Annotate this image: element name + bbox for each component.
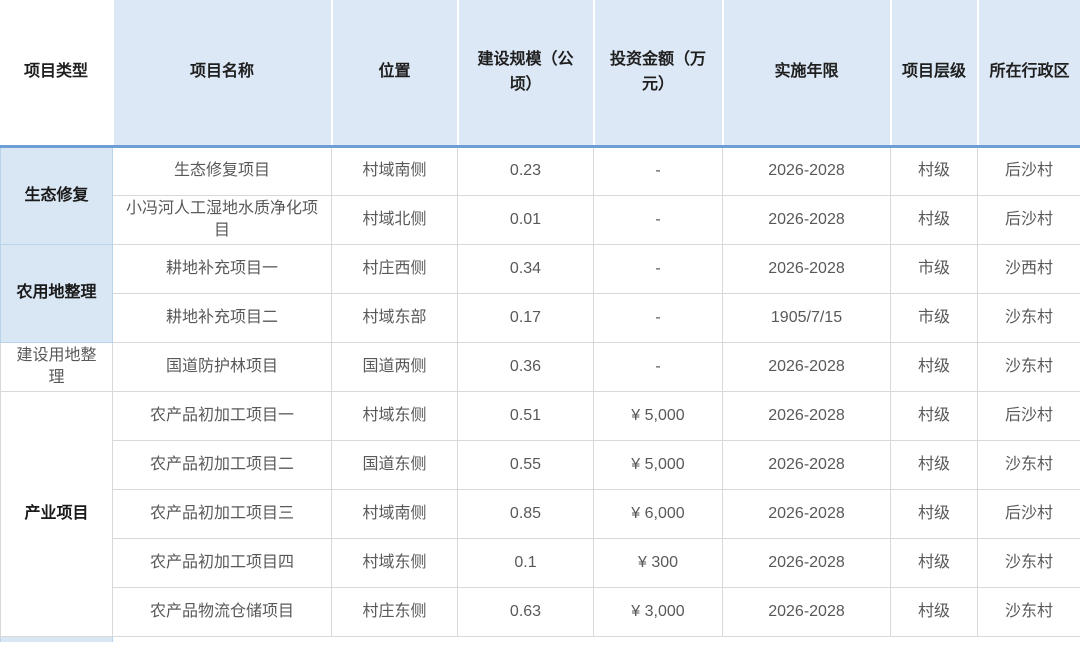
cell-level: 村级 xyxy=(890,341,978,392)
cell-project-name: 农产品物流仓储项目 xyxy=(112,586,332,637)
col-header-district: 所在行政区 xyxy=(977,0,1080,148)
cell-scale: 0.85 xyxy=(457,488,594,539)
cell-years: 2026-2028 xyxy=(722,194,891,245)
group-cell-construction-land-consolidation: 建设用地整理 xyxy=(0,341,113,392)
cell-investment: ¥ 5,000 xyxy=(593,390,723,441)
cell-scale: 0.36 xyxy=(457,341,594,392)
col-header-years: 实施年限 xyxy=(722,0,892,148)
table-row: 小冯河人工湿地水质净化项目 村域北侧 0.01 - 2026-2028 村级 后… xyxy=(1,194,1080,245)
cell-investment: - xyxy=(593,194,723,245)
cell-project-name: 国道防护林项目 xyxy=(112,341,332,392)
cell-district: 后沙村 xyxy=(977,194,1080,245)
cell-location: 村庄西侧 xyxy=(331,243,458,294)
cell-district: 沙东村 xyxy=(977,341,1080,392)
cell-district: 沙东村 xyxy=(977,292,1080,343)
cell-project-name: 农产品初加工项目三 xyxy=(112,488,332,539)
cell-scale: 0.1 xyxy=(457,537,594,588)
cell-years: 2026-2028 xyxy=(722,341,891,392)
cell-scale: 0.17 xyxy=(457,292,594,343)
cell-level: 村级 xyxy=(890,145,978,196)
group-cell-ecological-restoration: 生态修复 xyxy=(0,145,113,245)
cell-location: 村域北侧 xyxy=(331,194,458,245)
cell-location: 村域东侧 xyxy=(331,537,458,588)
cell-scale: 0.55 xyxy=(457,439,594,490)
cell-investment: ¥ 5,000 xyxy=(593,439,723,490)
col-header-scale: 建设规模（公顷） xyxy=(457,0,595,148)
table-row: 生态修复 生态修复项目 村域南侧 0.23 - 2026-2028 村级 后沙村 xyxy=(0,145,1080,245)
cell-project-name: 农产品初加工项目一 xyxy=(112,390,332,441)
cell-level: 村级 xyxy=(890,488,978,539)
table-row: 农产品物流仓储项目 村庄东侧 0.63 ¥ 3,000 2026-2028 村级… xyxy=(1,586,1080,637)
cell-years: 2026-2028 xyxy=(722,439,891,490)
cell-years: 2026-2028 xyxy=(722,537,891,588)
cell-years: 2026-2028 xyxy=(722,145,891,196)
cell-project-name: 农产品初加工项目二 xyxy=(112,439,332,490)
table-row: 产业项目 农产品初加工项目一 村域东侧 0.51 ¥ 5,000 2026-20… xyxy=(0,390,1080,637)
cell-location: 国道两侧 xyxy=(331,341,458,392)
cell-district: 后沙村 xyxy=(977,145,1080,196)
cell-scale: 0.23 xyxy=(457,145,594,196)
cell-district: 沙西村 xyxy=(977,243,1080,294)
cell-project-name: 耕地补充项目一 xyxy=(112,243,332,294)
cell-years: 2026-2028 xyxy=(722,586,891,637)
cell-investment: - xyxy=(593,341,723,392)
group-cell-farmland-consolidation: 农用地整理 xyxy=(0,243,113,343)
table-row: 耕地补充项目二 村域东部 0.17 - 1905/7/15 市级 沙东村 xyxy=(1,292,1080,343)
col-header-project-name: 项目名称 xyxy=(112,0,333,148)
cell-scale: 0.63 xyxy=(457,586,594,637)
cell-investment: - xyxy=(593,292,723,343)
cell-location: 国道东侧 xyxy=(331,439,458,490)
col-header-location: 位置 xyxy=(331,0,459,148)
cell-location: 村域东侧 xyxy=(331,390,458,441)
cell-scale: 0.34 xyxy=(457,243,594,294)
table-row: 农用地整理 耕地补充项目一 村庄西侧 0.34 - 2026-2028 市级 沙… xyxy=(0,243,1080,343)
cell-district: 沙东村 xyxy=(977,439,1080,490)
col-header-level: 项目层级 xyxy=(890,0,979,148)
group-cell-industry-projects: 产业项目 xyxy=(0,390,113,637)
cell-years: 2026-2028 xyxy=(722,488,891,539)
cell-district: 沙东村 xyxy=(977,586,1080,637)
cell-investment: ¥ 6,000 xyxy=(593,488,723,539)
cell-location: 村域南侧 xyxy=(331,145,458,196)
table-row: 农产品初加工项目二 国道东侧 0.55 ¥ 5,000 2026-2028 村级… xyxy=(1,439,1080,490)
cell-location: 村域南侧 xyxy=(331,488,458,539)
cell-district: 后沙村 xyxy=(977,390,1080,441)
partial-row-filler xyxy=(112,635,1080,642)
col-header-project-type: 项目类型 xyxy=(0,0,114,148)
cell-scale: 0.51 xyxy=(457,390,594,441)
cell-investment: ¥ 300 xyxy=(593,537,723,588)
table-row: 农产品初加工项目三 村域南侧 0.85 ¥ 6,000 2026-2028 村级… xyxy=(1,488,1080,539)
cell-level: 村级 xyxy=(890,390,978,441)
cell-years: 2026-2028 xyxy=(722,243,891,294)
cell-level: 市级 xyxy=(890,292,978,343)
cell-scale: 0.01 xyxy=(457,194,594,245)
partial-group-cell xyxy=(0,635,113,642)
cell-investment: - xyxy=(593,145,723,196)
cell-project-name: 农产品初加工项目四 xyxy=(112,537,332,588)
cell-investment: - xyxy=(593,243,723,294)
cell-district: 后沙村 xyxy=(977,488,1080,539)
cell-investment: ¥ 3,000 xyxy=(593,586,723,637)
cell-level: 村级 xyxy=(890,194,978,245)
cell-district: 沙东村 xyxy=(977,537,1080,588)
cell-years: 1905/7/15 xyxy=(722,292,891,343)
table-row: 农产品初加工项目四 村域东侧 0.1 ¥ 300 2026-2028 村级 沙东… xyxy=(1,537,1080,588)
cell-project-name: 生态修复项目 xyxy=(112,145,332,196)
cell-location: 村域东部 xyxy=(331,292,458,343)
col-header-investment: 投资金额（万元） xyxy=(593,0,724,148)
cell-level: 村级 xyxy=(890,537,978,588)
cell-level: 村级 xyxy=(890,439,978,490)
cell-years: 2026-2028 xyxy=(722,390,891,441)
partial-row-stub xyxy=(0,635,1080,642)
cell-project-name: 小冯河人工湿地水质净化项目 xyxy=(112,194,332,245)
cell-level: 村级 xyxy=(890,586,978,637)
cell-level: 市级 xyxy=(890,243,978,294)
header-row: 项目类型 项目名称 位置 建设规模（公顷） 投资金额（万元） 实施年限 项目层级… xyxy=(0,0,1080,148)
cell-project-name: 耕地补充项目二 xyxy=(112,292,332,343)
table-row: 建设用地整理 国道防护林项目 国道两侧 0.36 - 2026-2028 村级 … xyxy=(0,341,1080,392)
cell-location: 村庄东侧 xyxy=(331,586,458,637)
